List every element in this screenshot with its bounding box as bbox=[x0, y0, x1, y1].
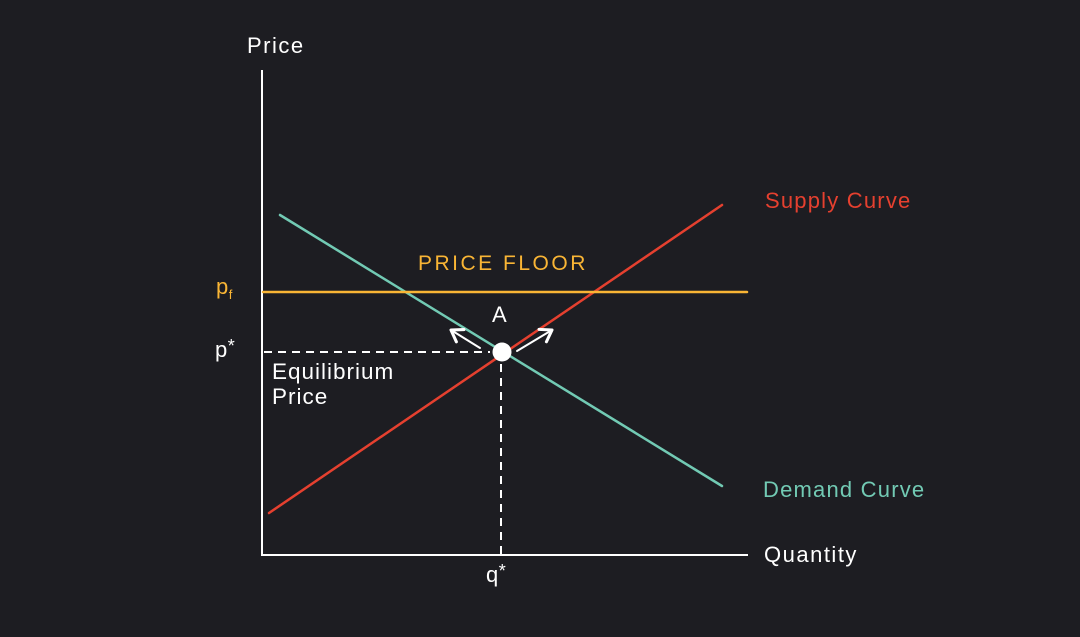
y-axis-label: Price bbox=[247, 33, 305, 58]
q-star-superscript: * bbox=[499, 561, 507, 581]
arrow-up-right-icon bbox=[516, 327, 554, 352]
equilibrium-price-annotation-line1: Equilibrium bbox=[272, 359, 394, 384]
supply-curve-line bbox=[267, 203, 724, 515]
point-a-label: A bbox=[492, 302, 507, 327]
demand-curve-label: Demand Curve bbox=[763, 477, 925, 502]
price-floor-level-label: pf bbox=[216, 274, 233, 302]
equilibrium-price-tick-label: p* bbox=[215, 336, 235, 362]
equilibrium-point-dot bbox=[492, 342, 512, 362]
p-star-base: p bbox=[215, 337, 228, 362]
pf-subscript: f bbox=[229, 287, 233, 302]
p-star-superscript: * bbox=[228, 336, 236, 356]
pf-base: p bbox=[216, 274, 229, 299]
price-floor-title: PRICE FLOOR bbox=[418, 252, 588, 275]
equilibrium-price-annotation-line2: Price bbox=[272, 384, 328, 409]
arrow-up-left-icon bbox=[449, 328, 481, 349]
equilibrium-quantity-tick-label: q* bbox=[486, 561, 506, 587]
x-axis-label: Quantity bbox=[764, 542, 858, 567]
q-star-base: q bbox=[486, 562, 499, 587]
supply-curve-label: Supply Curve bbox=[765, 188, 911, 213]
